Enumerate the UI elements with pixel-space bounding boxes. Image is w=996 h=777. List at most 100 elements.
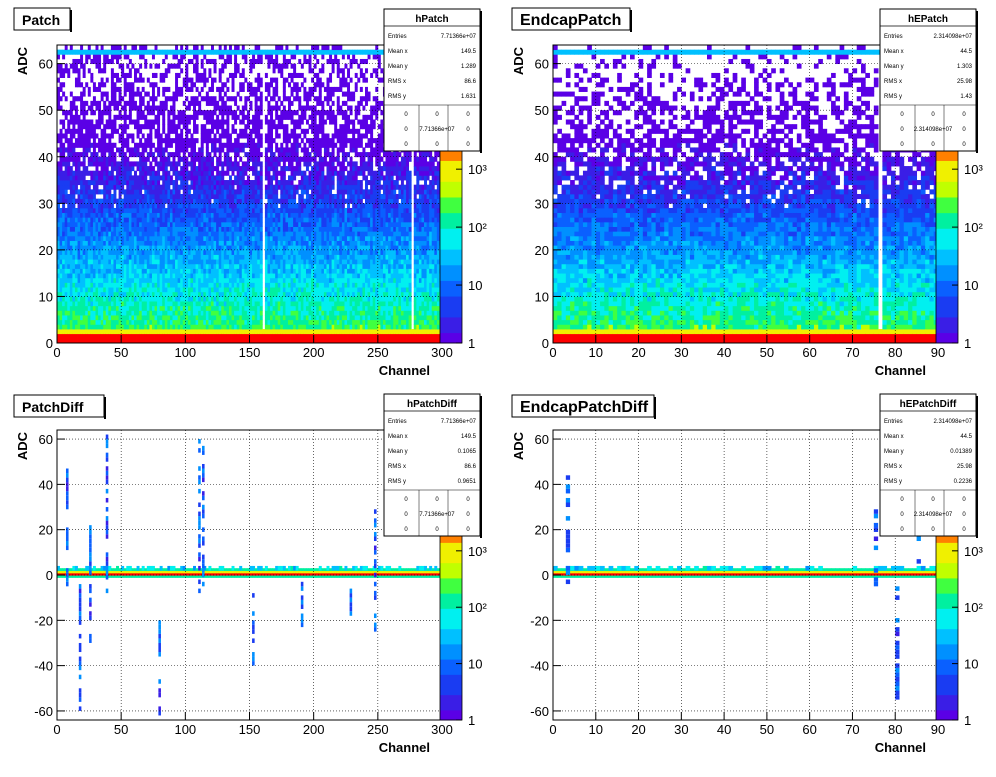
heat-cell xyxy=(80,198,84,204)
heat-cell xyxy=(164,296,168,302)
heat-cell xyxy=(290,91,294,97)
heat-cell xyxy=(226,291,230,297)
heat-cell xyxy=(257,189,261,195)
heat-cell xyxy=(246,166,250,172)
heat-cell xyxy=(185,273,189,279)
heat-cell xyxy=(295,301,299,307)
heat-cell xyxy=(182,231,186,237)
heat-cell xyxy=(62,240,66,246)
heat-cell xyxy=(98,338,102,344)
heat-cell xyxy=(67,240,71,246)
heat-cell xyxy=(92,287,96,293)
heat-cell xyxy=(116,268,119,274)
heat-cell xyxy=(226,338,230,344)
heat-cell xyxy=(275,54,279,60)
heat-cell xyxy=(162,319,166,325)
heat-cell xyxy=(221,184,225,190)
heat-cell xyxy=(139,184,143,190)
heat-cell xyxy=(126,240,130,246)
heat-cell xyxy=(59,152,63,158)
heat-cell xyxy=(72,124,76,130)
heat-cell xyxy=(264,184,268,190)
heat-cell xyxy=(221,68,225,74)
heat-cell xyxy=(100,156,104,162)
heat-cell xyxy=(218,68,222,74)
heat-cell xyxy=(200,235,204,241)
heat-cell xyxy=(244,324,248,330)
heat-cell xyxy=(80,277,84,283)
heat-cell xyxy=(164,231,168,237)
heat-cell xyxy=(226,305,230,311)
heat-cell xyxy=(113,49,117,55)
heat-cell xyxy=(290,77,294,83)
heat-cell xyxy=(234,324,238,330)
heat-cell xyxy=(110,184,114,190)
heat-cell xyxy=(254,338,258,344)
heat-cell xyxy=(157,240,161,246)
heat-cell xyxy=(241,175,245,181)
heat-cell xyxy=(134,291,137,297)
heat-cell xyxy=(144,324,148,330)
heat-cell xyxy=(187,249,191,255)
heat-cell xyxy=(252,189,256,195)
heat-cell xyxy=(182,49,186,55)
heat-cell xyxy=(259,82,263,88)
heat-cell xyxy=(72,231,76,237)
heat-cell xyxy=(82,212,86,218)
heat-cell xyxy=(259,324,263,330)
heat-cell xyxy=(226,217,230,223)
heat-cell xyxy=(128,184,132,190)
heat-cell xyxy=(100,245,104,251)
heat-cell xyxy=(157,161,161,167)
heat-cell xyxy=(285,128,289,134)
heat-cell xyxy=(151,301,155,307)
heat-cell xyxy=(82,324,86,330)
heat-cell xyxy=(259,49,263,55)
heat-cell xyxy=(203,217,207,223)
heat-cell xyxy=(198,263,202,269)
heat-cell xyxy=(280,235,284,241)
heat-cell xyxy=(285,184,289,190)
heat-cell xyxy=(272,124,276,130)
heat-cell xyxy=(257,54,261,60)
heat-cell xyxy=(244,170,248,176)
heat-cell xyxy=(154,207,158,214)
heat-cell xyxy=(167,221,171,227)
heat-cell xyxy=(193,194,196,200)
heat-cell xyxy=(193,245,196,251)
heat-cell xyxy=(298,217,302,223)
heat-cell xyxy=(92,96,96,102)
heat-cell xyxy=(285,45,289,51)
heat-cell xyxy=(234,259,238,265)
heat-cell xyxy=(236,301,240,307)
heat-cell xyxy=(257,170,261,176)
heat-cell xyxy=(295,156,299,162)
heat-cell xyxy=(146,138,150,144)
heat-cell xyxy=(87,305,91,311)
heat-cell xyxy=(177,217,181,223)
heat-cell xyxy=(128,175,132,181)
heat-cell xyxy=(241,221,245,227)
heat-cell xyxy=(69,245,73,251)
heat-cell xyxy=(185,240,189,246)
heat-cell xyxy=(282,291,286,297)
heat-cell xyxy=(85,235,89,241)
heat-cell xyxy=(290,240,294,246)
heat-cell xyxy=(234,138,238,144)
heat-cell xyxy=(234,291,238,297)
heat-cell xyxy=(139,114,143,120)
heat-cell xyxy=(298,259,302,265)
heat-cell xyxy=(175,180,179,186)
heat-cell xyxy=(167,184,171,190)
heat-cell xyxy=(123,77,127,83)
heat-cell xyxy=(246,180,250,186)
heat-cell xyxy=(108,315,112,321)
heat-cell xyxy=(82,333,86,339)
heat-cell xyxy=(162,194,166,200)
heat-cell xyxy=(285,77,289,83)
heat-cell xyxy=(110,305,114,311)
heat-cell xyxy=(180,291,184,297)
heat-cell xyxy=(187,263,191,269)
heat-cell xyxy=(59,63,63,69)
heat-cell xyxy=(236,329,240,335)
